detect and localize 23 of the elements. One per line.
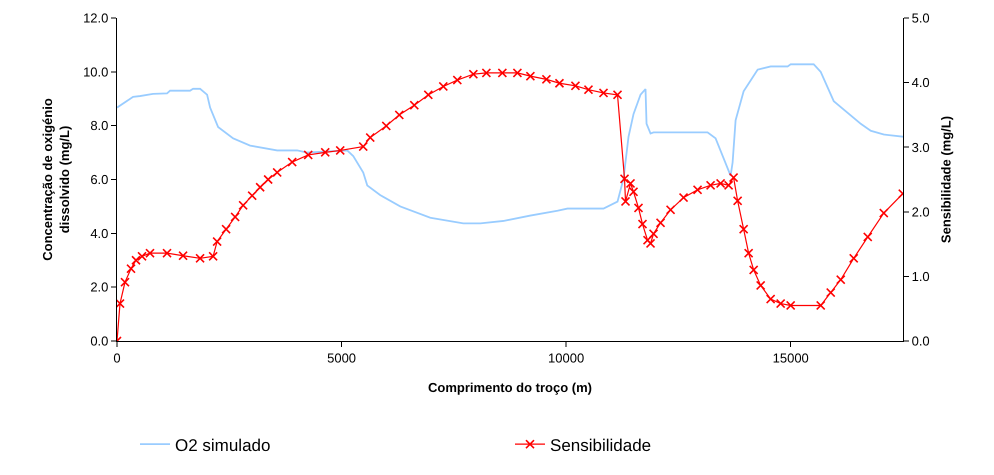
y2-tick-label: 3.0 — [912, 140, 930, 155]
y2-tick-label: 5.0 — [912, 10, 930, 26]
y-axis-title: Concentração de oxigénio dissolvido (mg/L) — [40, 98, 72, 261]
y-tick-label: 10.0 — [83, 64, 108, 80]
x-axis-title: Comprimento do troço (m) — [428, 380, 592, 396]
y2-tick-label: 1.0 — [912, 268, 930, 284]
legend-label: O2 simulado — [175, 436, 270, 455]
y2-axis-title: Sensibilidade (mg/L) — [938, 116, 954, 244]
line-series — [117, 63, 903, 224]
x-tick-label: 5000 — [327, 350, 356, 366]
y-tick-label: 4.0 — [90, 226, 108, 241]
y2-tick-label: 0.0 — [912, 334, 930, 349]
x-tick-label: 10000 — [548, 350, 584, 366]
x-tick-label: 15000 — [772, 350, 809, 366]
y-tick-label: 8.0 — [90, 118, 108, 134]
y2-tick-label: 4.0 — [912, 75, 930, 90]
y-tick-label: 2.0 — [90, 280, 108, 295]
x-tick-label: 0 — [113, 350, 121, 366]
y-tick-label: 6.0 — [90, 172, 108, 188]
y2-tick-label: 2.0 — [912, 204, 930, 220]
legend-label: Sensibilidade — [550, 436, 652, 455]
y-tick-label: 0.0 — [90, 334, 108, 349]
y-tick-label: 12.0 — [83, 10, 108, 26]
